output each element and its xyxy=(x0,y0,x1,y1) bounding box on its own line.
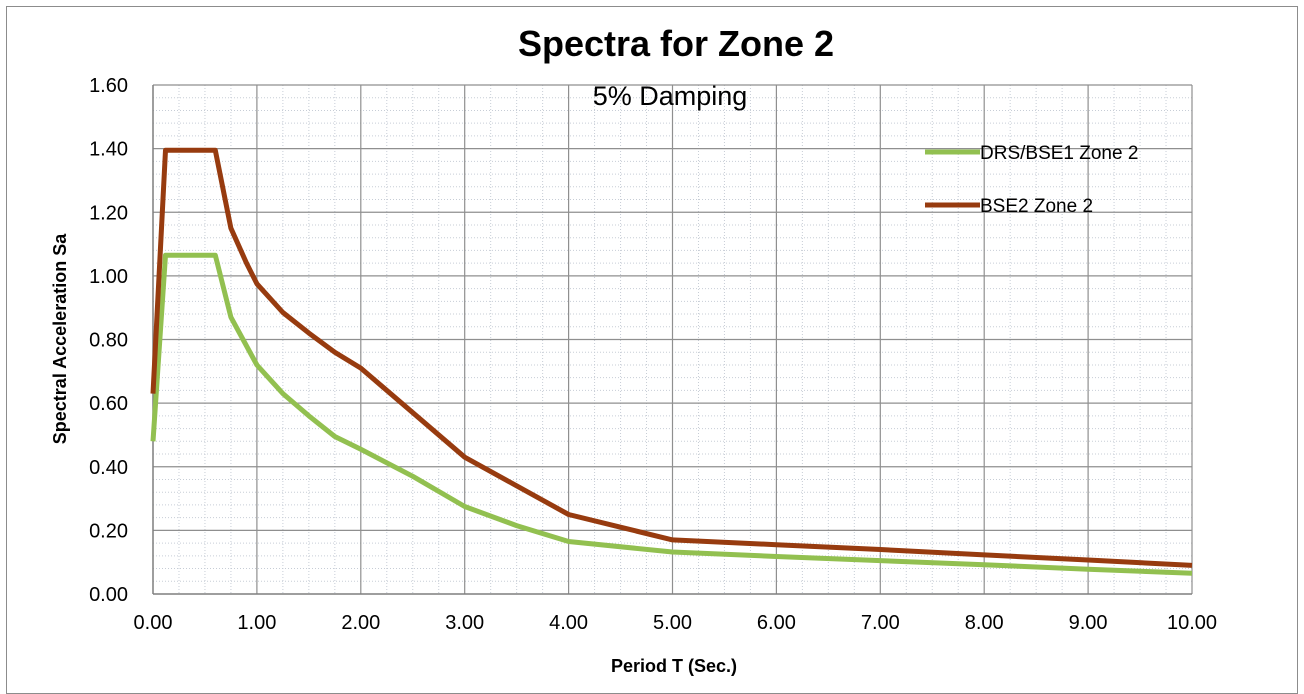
legend-label-bse2: BSE2 Zone 2 xyxy=(980,196,1093,217)
x-tick-label: 2.00 xyxy=(341,612,380,634)
x-tick-label: 4.00 xyxy=(549,612,588,634)
x-tick-label: 3.00 xyxy=(445,612,484,634)
x-tick-label: 8.00 xyxy=(965,612,1004,634)
x-axis-label: Period T (Sec.) xyxy=(611,656,737,676)
y-tick-label: 1.60 xyxy=(89,75,128,97)
y-axis-label: Spectral Acceleration Sa xyxy=(50,233,70,444)
chart-subtitle: 5% Damping xyxy=(593,81,748,111)
chart-title: Spectra for Zone 2 xyxy=(518,23,834,64)
x-tick-label: 10.00 xyxy=(1167,612,1217,634)
chart-frame xyxy=(6,6,1298,694)
y-tick-label: 0.60 xyxy=(89,393,128,415)
x-tick-label: 9.00 xyxy=(1069,612,1108,634)
x-tick-label: 6.00 xyxy=(757,612,796,634)
axes xyxy=(152,85,1192,595)
x-tick-label: 1.00 xyxy=(237,612,276,634)
series-line-bse2 xyxy=(150,147,1193,568)
y-tick-label: 0.20 xyxy=(89,520,128,542)
x-tick-label: 7.00 xyxy=(861,612,900,634)
tick-labels: 0.00 1.00 2.00 3.00 4.00 5.00 6.00 7.00 8.00 9.00… xyxy=(89,75,1217,634)
y-tick-label: 1.00 xyxy=(89,266,128,288)
x-tick-label: 5.00 xyxy=(653,612,692,634)
y-tick-label: 0.80 xyxy=(89,330,128,352)
y-tick-label: 0.00 xyxy=(89,584,128,606)
y-tick-label: 0.40 xyxy=(89,457,128,479)
grid-major xyxy=(153,84,1193,594)
series-line-drs-bse1 xyxy=(150,252,1193,576)
legend-label-drs-bse1: DRS/BSE1 Zone 2 xyxy=(980,143,1138,164)
y-tick-label: 1.20 xyxy=(89,202,128,224)
series-layer xyxy=(150,147,1193,576)
x-tick-label: 0.00 xyxy=(134,612,173,634)
legend: DRS/BSE1 Zone 2 BSE2 Zone 2 xyxy=(925,143,1138,217)
y-tick-label: 1.40 xyxy=(89,139,128,161)
